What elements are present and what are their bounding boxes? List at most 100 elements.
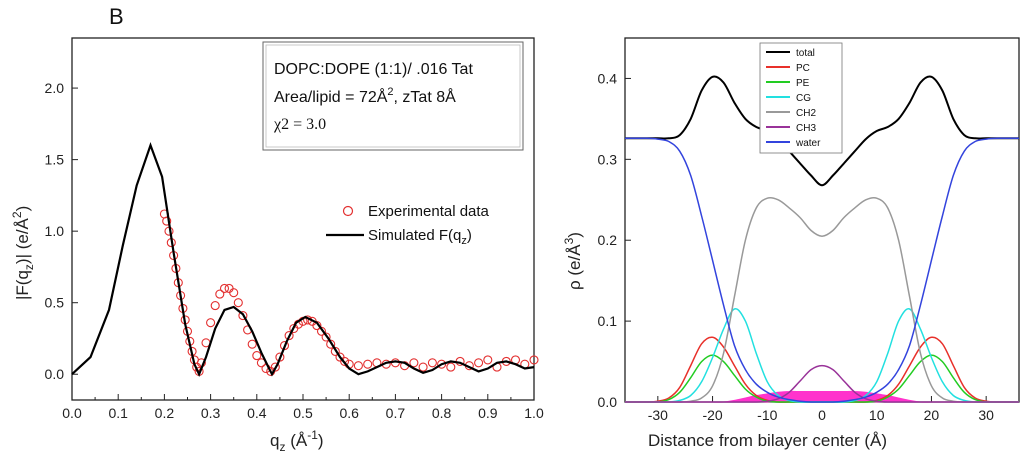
info-line-1: DOPC:DOPE (1:1)/ .016 Tat [274,61,473,78]
right-series-lines [624,75,1019,403]
experimental-point [270,362,280,372]
left-y-tick-label: 1.0 [45,223,65,239]
series-line-ch2 [625,196,1019,403]
left-xlabel-unit: (Å [285,431,307,450]
right-x-tick-label: -20 [702,407,722,423]
info-line-2b: , zTat 8Å [394,87,457,106]
series-line-water [624,137,1019,403]
left-xlabel-close: ) [318,431,324,450]
experimental-point [330,346,340,356]
right-y-tick-label: 0.2 [598,232,618,248]
experimental-point [340,356,350,366]
left-x-tick-label: 0.8 [432,405,452,421]
left-x-tick-labels: 0.0 0.1 0.2 0.3 0.4 0.5 0.6 0.7 0.8 0.9 1.0 [62,405,544,421]
experimental-point [363,359,373,369]
experimental-point [284,331,294,341]
experimental-point [529,355,539,365]
experimental-point [233,298,243,308]
left-ylabel-sub: z [22,264,36,270]
right-x-tick-label: 20 [924,407,940,423]
left-x-tick-label: 0.5 [293,405,313,421]
right-y-tick-label: 0.3 [598,151,618,167]
right-ylabel-a: ρ (e/Å [565,244,584,290]
info-box-inner [265,44,521,148]
left-y-tick-labels: 0.0 0.5 1.0 1.5 2.0 [45,80,65,382]
experimental-point [474,358,484,368]
info-line-2-exp: 2 [387,86,393,98]
info-line-2: Area/lipid = 72Å2, zTat 8Å [274,86,456,106]
left-ylabel-close: ) [13,206,32,212]
right-x-tick-label: -30 [648,407,668,423]
left-x-tick-label: 0.7 [386,405,406,421]
info-line-2a: Area/lipid = 72Å [274,87,388,106]
legend-sim-sub: z [461,235,467,247]
right-y-tick-label: 0.1 [598,313,618,329]
legend-label-total: total [796,48,815,59]
legend-sim-close: ) [467,227,472,244]
right-x-tick-label: -10 [757,407,777,423]
experimental-point [437,359,447,369]
right-x-tick-label: 10 [869,407,885,423]
left-x-tick-label: 0.1 [108,405,128,421]
experimental-point [206,318,216,328]
legend-exp-marker [342,205,354,217]
left-x-tick-label: 0.0 [62,405,82,421]
left-xlabel-q: q [270,431,279,450]
experimental-point [446,362,456,372]
experimental-point [353,361,363,371]
right-x-tick-labels: -30 -20 -10 0 10 20 30 [648,407,994,423]
left-x-tick-label: 0.2 [155,405,175,421]
right-y-axis-label: ρ (e/Å3) [562,232,584,290]
left-x-tick-label: 0.4 [247,405,267,421]
experimental-point [427,358,437,368]
legend-sim-label: Simulated F(qz) [368,227,472,247]
legend-sim-text: Simulated F(q [368,227,461,244]
left-x-tick-label: 1.0 [524,405,544,421]
legend-label-pc: PC [796,63,810,74]
simulated-series-line [71,142,535,377]
right-chart: -30 -20 -10 0 10 20 30 0.0 0.1 0.2 0.3 0.4 total PC… [562,37,1020,450]
right-y-tick-label: 0.4 [598,70,618,86]
legend-label-pe: PE [796,78,810,89]
left-y-tick-label: 1.5 [45,152,65,168]
experimental-point [224,283,234,293]
experimental-point [247,339,257,349]
experimental-point [418,362,428,372]
right-ylabel-exp: 3 [562,237,576,244]
panel-label: B [109,4,124,29]
info-box [262,41,524,151]
left-x-axis-label: qz (Å-1) [270,428,324,454]
left-y-tick-label: 0.0 [45,366,65,382]
left-y-tick-label: 2.0 [45,80,65,96]
left-x-tick-label: 0.3 [201,405,221,421]
experimental-point [219,283,230,293]
experimental-point [252,351,262,361]
experimental-point [409,358,419,368]
legend-label-cg: CG [796,93,811,104]
left-ylabel-exp: 2 [10,211,24,218]
left-x-tick-label: 0.9 [478,405,498,421]
tat-density-fill [625,390,1019,403]
left-x-tick-label: 0.6 [339,405,359,421]
legend-label-ch3: CH3 [796,123,816,134]
experimental-point [483,355,493,365]
legend-exp-label: Experimental data [368,203,490,220]
legend-label-water: water [795,138,821,149]
legend-label-ch2: CH2 [796,108,816,119]
experimental-point [215,289,225,299]
right-ylabel-close: ) [565,232,584,238]
left-xlabel-sub: z [279,440,285,454]
left-chart: B 0.0 0.1 0.2 0.3 0.4 0.5 0.6 0.7 0.8 0.9 1.0 0.00… [10,4,544,454]
left-ticks [71,87,535,400]
left-ylabel-mid: )| (e/Å [13,217,32,264]
experimental-point [229,288,239,298]
experimental-point [162,216,172,226]
experimental-point [238,311,248,321]
right-legend: total PC PE CG CH2 CH3 water [759,42,843,154]
series-line-ch3 [625,364,1019,403]
experimental-point [321,332,331,342]
experimental-point [210,301,220,311]
right-x-tick-label: 0 [818,407,826,423]
right-y-tick-labels: 0.0 0.1 0.2 0.3 0.4 [598,70,618,410]
